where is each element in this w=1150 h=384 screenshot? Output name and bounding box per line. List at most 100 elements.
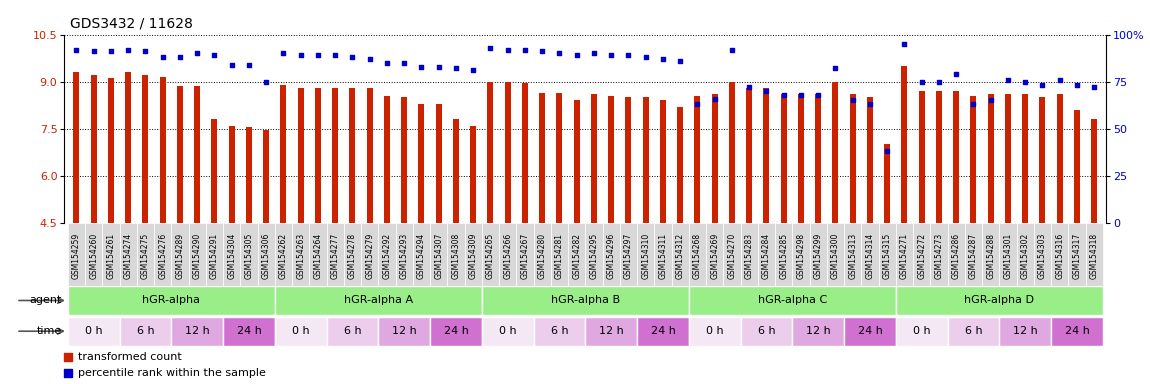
Point: [1067, 82, 1086, 88]
Text: GSM154306: GSM154306: [262, 232, 270, 279]
Text: GSM154316: GSM154316: [1056, 233, 1064, 279]
Bar: [879, 223, 896, 286]
Bar: [539, 93, 545, 223]
Text: GSM154269: GSM154269: [711, 233, 719, 279]
Bar: [430, 317, 482, 346]
Text: GSM154274: GSM154274: [124, 233, 132, 279]
Bar: [810, 223, 827, 286]
Text: GSM154278: GSM154278: [348, 233, 356, 279]
Bar: [1091, 119, 1097, 223]
Text: percentile rank within the sample: percentile rank within the sample: [78, 368, 266, 379]
Point: [567, 52, 585, 58]
Bar: [499, 223, 516, 286]
Bar: [982, 223, 999, 286]
Bar: [741, 223, 758, 286]
Text: 24 h: 24 h: [858, 326, 882, 336]
Text: GSM154263: GSM154263: [297, 233, 305, 279]
Bar: [482, 317, 534, 346]
Text: GSM154286: GSM154286: [952, 233, 960, 279]
Point: [327, 52, 345, 58]
Text: 0 h: 0 h: [706, 326, 723, 336]
Bar: [315, 88, 321, 223]
Text: 0 h: 0 h: [499, 326, 516, 336]
Text: 12 h: 12 h: [806, 326, 830, 336]
Bar: [1086, 223, 1103, 286]
Bar: [281, 85, 286, 223]
Bar: [603, 223, 620, 286]
Text: GSM154317: GSM154317: [1073, 233, 1081, 279]
Bar: [309, 223, 327, 286]
Bar: [91, 75, 97, 223]
Text: GSM154277: GSM154277: [331, 233, 339, 279]
Bar: [861, 223, 879, 286]
Bar: [884, 144, 890, 223]
Point: [981, 98, 999, 104]
Text: hGR-alpha: hGR-alpha: [143, 295, 200, 306]
Point: [912, 79, 930, 85]
Bar: [746, 88, 752, 223]
Point: [946, 71, 965, 77]
Text: GSM154275: GSM154275: [141, 233, 150, 279]
Bar: [240, 223, 258, 286]
Bar: [677, 107, 683, 223]
Text: hGR-alpha B: hGR-alpha B: [551, 295, 620, 306]
Text: GSM154296: GSM154296: [607, 233, 615, 279]
Text: GSM154294: GSM154294: [417, 233, 426, 279]
Bar: [764, 88, 769, 223]
Text: GSM154260: GSM154260: [90, 233, 98, 279]
Text: GSM154288: GSM154288: [987, 233, 995, 279]
Bar: [999, 223, 1017, 286]
Text: GSM154293: GSM154293: [400, 233, 408, 279]
Point: [396, 60, 414, 66]
Point: [120, 46, 138, 53]
Bar: [108, 78, 114, 223]
Text: transformed count: transformed count: [78, 352, 182, 362]
Bar: [120, 317, 171, 346]
Point: [377, 60, 396, 66]
Bar: [930, 223, 948, 286]
Text: GSM154261: GSM154261: [107, 233, 115, 279]
Bar: [723, 223, 741, 286]
Bar: [396, 223, 413, 286]
Point: [361, 56, 380, 62]
Bar: [194, 86, 200, 223]
Bar: [896, 286, 1103, 315]
Bar: [833, 82, 838, 223]
Bar: [896, 223, 913, 286]
Point: [101, 48, 121, 55]
Text: 12 h: 12 h: [185, 326, 209, 336]
Bar: [350, 88, 355, 223]
Bar: [574, 101, 580, 223]
Bar: [68, 286, 275, 315]
Point: [308, 52, 327, 58]
Point: [808, 92, 827, 98]
Text: GDS3432 / 11628: GDS3432 / 11628: [70, 17, 193, 31]
Point: [59, 354, 77, 360]
Point: [619, 52, 637, 58]
Bar: [125, 72, 131, 223]
Bar: [344, 223, 361, 286]
Point: [603, 52, 621, 58]
Text: 0 h: 0 h: [85, 326, 102, 336]
Text: 6 h: 6 h: [137, 326, 154, 336]
Bar: [1051, 317, 1103, 346]
Bar: [706, 223, 723, 286]
Bar: [689, 286, 896, 315]
Bar: [275, 223, 292, 286]
Text: GSM154266: GSM154266: [504, 233, 512, 279]
Text: GSM154271: GSM154271: [900, 233, 908, 279]
Point: [153, 54, 172, 60]
Bar: [327, 223, 344, 286]
Bar: [212, 119, 217, 223]
Point: [791, 92, 810, 98]
Bar: [585, 317, 637, 346]
Text: 6 h: 6 h: [344, 326, 361, 336]
Bar: [712, 94, 718, 223]
Bar: [378, 223, 396, 286]
Bar: [1051, 223, 1068, 286]
Point: [775, 92, 793, 98]
Point: [256, 79, 276, 85]
Text: GSM154314: GSM154314: [866, 233, 874, 279]
Point: [653, 56, 672, 62]
Bar: [988, 94, 994, 223]
